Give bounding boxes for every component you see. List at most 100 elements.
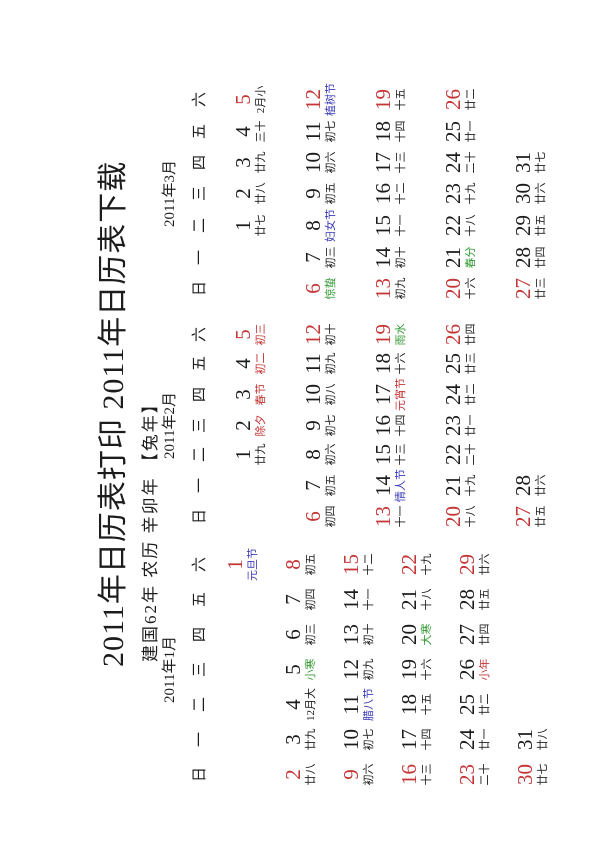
lunar-cell: 雨水	[395, 323, 407, 346]
lunar-cell: 廿六	[535, 182, 547, 205]
lunar-cell: 初四	[325, 505, 337, 528]
date-cell: 31	[513, 729, 537, 750]
lunar-cell: 初七	[325, 414, 337, 437]
lunar-cell	[536, 617, 560, 652]
lunar-cell: 十四	[395, 120, 407, 143]
date-cell: 11	[301, 353, 325, 374]
lunar-cell: 十八	[465, 505, 477, 528]
lunar-cell: 廿三	[465, 352, 477, 375]
weekday-header: 日	[191, 281, 208, 297]
lunar-cell: 廿七	[255, 214, 267, 237]
date-cell	[502, 652, 536, 687]
date-cell: 21	[441, 247, 465, 268]
date-cell	[502, 547, 536, 582]
lunar-cell: 初五	[325, 182, 337, 205]
date-cell	[492, 349, 534, 378]
lunar-cell: 廿六	[535, 474, 547, 497]
date-cell: 11	[301, 121, 325, 142]
date-cell	[212, 469, 254, 502]
lunar-cell: 廿八	[255, 182, 267, 205]
weekday-header-row: 日一二三四五六	[188, 83, 212, 304]
lunar-cell	[534, 320, 562, 349]
date-cell: 27	[455, 624, 479, 645]
lunar-cell: 廿五	[535, 214, 547, 237]
lunar-cell	[246, 757, 270, 792]
date-cell	[212, 582, 246, 617]
date-cell: 19	[397, 659, 421, 680]
date-cell: 3	[231, 157, 255, 168]
date-cell: 16	[397, 764, 421, 785]
lunar-cell: 廿二	[465, 88, 477, 111]
lunar-cell: 廿九	[255, 151, 267, 174]
date-cell	[212, 502, 254, 531]
lunar-cell: 十五	[395, 88, 407, 111]
date-cell	[502, 687, 536, 722]
date-cell: 6	[301, 283, 325, 294]
lunar-cell: 12月大	[305, 688, 317, 721]
date-cell: 1	[231, 449, 255, 460]
lunar-cell	[536, 582, 560, 617]
date-cell: 21	[397, 589, 421, 610]
date-cell: 28	[455, 589, 479, 610]
date-cell: 19	[371, 89, 395, 110]
lunar-cell: 三十	[255, 120, 267, 143]
lunar-cell: 廿一	[465, 414, 477, 437]
date-cell: 25	[441, 353, 465, 374]
lunar-cell: 廿四	[535, 246, 547, 269]
lunar-cell: 初九	[325, 352, 337, 375]
lunar-cell: 二十	[479, 763, 491, 786]
date-cell: 28	[511, 247, 535, 268]
date-cell: 14	[339, 589, 363, 610]
lunar-cell: 初九	[363, 658, 375, 681]
calendar-table: 日一二三四五六 1 2 3 4 5 廿七 廿八 廿九 三十 2月小 6 7 8 9 10 11 12 惊蛰 初三 妇女…	[188, 83, 562, 304]
date-cell: 11	[339, 694, 363, 715]
lunar-cell: 初五	[305, 553, 317, 576]
months-row: 2011年1月 日一二三四五六 1 元旦节 2 3 4 5 6 7 8 廿八 廿九 12月大 小寒 初三初…	[158, 83, 562, 792]
lunar-cell: 初十	[325, 323, 337, 346]
lunar-cell: 廿二	[479, 693, 491, 716]
date-cell	[212, 617, 246, 652]
date-cell: 20	[441, 278, 465, 299]
lunar-cell: 初七	[325, 120, 337, 143]
lunar-cell: 廿一	[465, 120, 477, 143]
calendar-table: 日一二三四五六 1 2 3 4 5 廿九 除夕 春节 初二 初三 6 7 8 9 10 11 12 初四 初五 初六初…	[188, 320, 562, 531]
date-cell: 22	[441, 215, 465, 236]
lunar-cell	[254, 273, 282, 304]
lunar-cell: 廿四	[465, 323, 477, 346]
lunar-cell: 初三	[325, 246, 337, 269]
date-cell: 15	[371, 444, 395, 465]
lunar-cell: 十八	[465, 214, 477, 237]
date-cell: 2	[281, 769, 305, 780]
date-cell: 6	[281, 629, 305, 640]
weekday-header: 二	[191, 218, 208, 234]
date-cell: 13	[339, 624, 363, 645]
weekday-header: 三	[191, 418, 208, 434]
lunar-cell: 廿六	[479, 553, 491, 576]
date-cell: 7	[281, 594, 305, 605]
lunar-cell: 妇女节	[325, 209, 337, 242]
date-cell: 30	[511, 183, 535, 204]
date-cell: 20	[441, 506, 465, 527]
lunar-cell: 廿八	[537, 728, 549, 751]
lunar-cell: 廿五	[535, 505, 547, 528]
lunar-cell: 廿一	[479, 728, 491, 751]
weekday-header: 一	[191, 478, 208, 494]
lunar-cell: 植树节	[325, 83, 337, 116]
weekday-header: 六	[191, 92, 208, 108]
lunar-cell: 惊蛰	[325, 277, 337, 300]
date-cell	[212, 273, 254, 304]
date-cell: 30	[513, 764, 537, 785]
weekday-header: 五	[191, 124, 208, 140]
date-cell	[492, 440, 534, 469]
lunar-cell: 十四	[421, 728, 433, 751]
date-cell: 6	[301, 511, 325, 522]
lunar-cell: 大寒	[421, 623, 433, 646]
lunar-cell	[534, 349, 562, 378]
date-cell: 29	[455, 554, 479, 575]
date-cell: 17	[371, 384, 395, 405]
date-cell: 1	[231, 220, 255, 231]
lunar-cell	[536, 547, 560, 582]
weekday-header: 四	[191, 627, 208, 643]
lunar-cell: 十六	[395, 352, 407, 375]
